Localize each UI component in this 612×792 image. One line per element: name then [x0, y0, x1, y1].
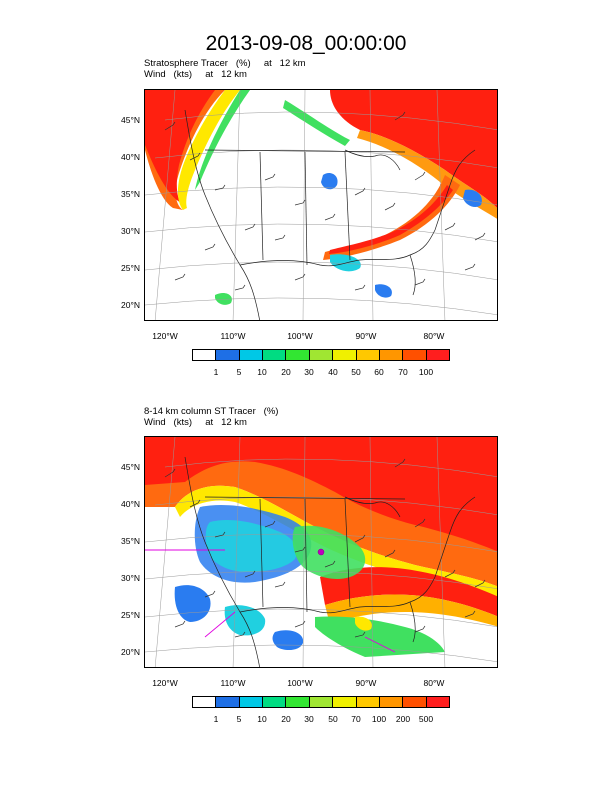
colorbar-swatch — [286, 697, 310, 707]
panel-2-colorbar-label: 200 — [395, 714, 411, 724]
panel-1-colorbar-label: 1 — [213, 367, 219, 377]
colorbar-swatch — [286, 350, 310, 360]
colorbar-swatch — [426, 697, 449, 707]
panel-1-map-graphic — [145, 90, 497, 320]
column-tracer-orange-southeast — [325, 594, 497, 627]
panel-1-map — [144, 89, 498, 321]
colorbar-swatch — [216, 350, 240, 360]
colorbar-swatch — [263, 697, 287, 707]
panel-2-colorbar-label: 30 — [304, 714, 314, 724]
tracer-blue-blob-2 — [463, 189, 482, 208]
panel-1-subtitle: Stratosphere Tracer (%) at 12 km Wind (k… — [144, 58, 306, 80]
panel-1-subtitle-line1: Stratosphere Tracer (%) at 12 km — [144, 58, 306, 69]
colorbar-swatch — [333, 350, 357, 360]
tracer-red-west — [145, 90, 215, 203]
panel-1-lat-label-20: 20°N — [121, 300, 140, 310]
colorbar-swatch — [193, 697, 217, 707]
tracer-green-blob-south — [215, 292, 232, 305]
page-title: 2013-09-08_00:00:00 — [205, 32, 407, 55]
panel-2-lat-label-25: 25°N — [121, 610, 140, 620]
panel-2-lat-label-45: 45°N — [121, 462, 140, 472]
panel-2-lat-label-30: 30°N — [121, 573, 140, 583]
panel-1-subtitle-line2: Wind (kts) at 12 km — [144, 69, 247, 80]
panel-2-lat-label-35: 35°N — [121, 536, 140, 546]
colorbar-swatch — [216, 697, 240, 707]
panel-1-colorbar-label: 5 — [236, 367, 242, 377]
column-tracer-cyan-west — [205, 520, 297, 572]
panel-2-subtitle: 8-14 km column ST Tracer (%) Wind (kts) … — [144, 406, 278, 428]
panel-2-colorbar-label: 500 — [418, 714, 434, 724]
colorbar-swatch — [333, 697, 357, 707]
column-tracer-red-north — [145, 437, 497, 552]
panel-1-lon-label-110w: 110°W — [220, 331, 246, 341]
colorbar-swatch — [309, 350, 334, 360]
panel-2-lon-label-80w: 80°W — [423, 678, 445, 688]
panel-1-colorbar-label: 40 — [328, 367, 338, 377]
colorbar-swatch — [263, 350, 287, 360]
panel-2-colorbar-label: 100 — [371, 714, 387, 724]
panel-1-lon-label-100w: 100°W — [287, 331, 313, 341]
panel-2-colorbar-label: 70 — [351, 714, 361, 724]
panel-2-map-graphic — [145, 437, 497, 667]
panel-2-lat-label-40: 40°N — [121, 499, 140, 509]
panel-2-colorbar-label: 20 — [281, 714, 291, 724]
panel-2-colorbar — [192, 696, 450, 708]
colorbar-swatch — [193, 350, 217, 360]
panel-1-colorbar-label: 70 — [398, 367, 408, 377]
panel-1-colorbar-label: 30 — [304, 367, 314, 377]
column-tracer-blue-southwest — [174, 585, 211, 622]
panel-1-lon-label-80w: 80°W — [423, 331, 445, 341]
colorbar-swatch — [426, 350, 449, 360]
colorbar-swatch — [379, 350, 404, 360]
colorbar-swatch — [239, 350, 264, 360]
panel-2-lon-label-110w: 110°W — [220, 678, 246, 688]
panel-1-colorbar-label: 100 — [418, 367, 434, 377]
panel-2-subtitle-line2: Wind (kts) at 12 km — [144, 417, 247, 428]
panel-1-colorbar-label: 60 — [374, 367, 384, 377]
panel-2-lon-label-100w: 100°W — [287, 678, 313, 688]
panel-1-lat-label-30: 30°N — [121, 226, 140, 236]
column-tracer-red-southeast — [320, 567, 497, 617]
colorbar-swatch — [403, 350, 427, 360]
panel-2-colorbar-label: 1 — [213, 714, 219, 724]
panel-2-colorbar-label: 10 — [257, 714, 267, 724]
colorbar-swatch — [309, 697, 334, 707]
panel-2-subtitle-line1: 8-14 km column ST Tracer (%) — [144, 406, 279, 417]
panel-1-lat-label-35: 35°N — [121, 189, 140, 199]
panel-1-lat-label-45: 45°N — [121, 115, 140, 125]
tracer-yellow-edge — [177, 90, 240, 210]
panel-2-colorbar-label: 50 — [328, 714, 338, 724]
tracer-blue-blob-3 — [375, 284, 392, 298]
panel-1-colorbar-label: 10 — [257, 367, 267, 377]
panel-1-colorbar-label: 50 — [351, 367, 361, 377]
panel-2-lon-label-90w: 90°W — [355, 678, 377, 688]
column-tracer-yellow-spot — [355, 616, 372, 631]
panel-1-lon-label-90w: 90°W — [355, 331, 377, 341]
tracer-blue-blob-1 — [321, 173, 338, 190]
colorbar-swatch — [356, 350, 380, 360]
colorbar-swatch — [356, 697, 380, 707]
panel-2-map — [144, 436, 498, 668]
tracer-orange-northeast-edge — [357, 130, 497, 219]
panel-1-lon-label-120w: 120°W — [152, 331, 178, 341]
magenta-marker — [317, 548, 325, 556]
colorbar-swatch — [403, 697, 427, 707]
tracer-green-jetstream — [283, 100, 350, 146]
panel-2-lon-label-120w: 120°W — [152, 678, 178, 688]
column-tracer-blue-patch — [272, 630, 304, 651]
panel-1-colorbar — [192, 349, 450, 361]
panel-2-lat-label-20: 20°N — [121, 647, 140, 657]
panel-1-lat-label-25: 25°N — [121, 263, 140, 273]
tracer-green-ribbon — [195, 90, 250, 190]
colorbar-swatch — [379, 697, 404, 707]
tracer-red-northeast — [330, 90, 497, 209]
panel-1-colorbar-label: 20 — [281, 367, 291, 377]
panel-1-lat-label-40: 40°N — [121, 152, 140, 162]
panel-2-colorbar-label: 5 — [236, 714, 242, 724]
colorbar-swatch — [239, 697, 264, 707]
column-tracer-green-south — [315, 616, 445, 657]
